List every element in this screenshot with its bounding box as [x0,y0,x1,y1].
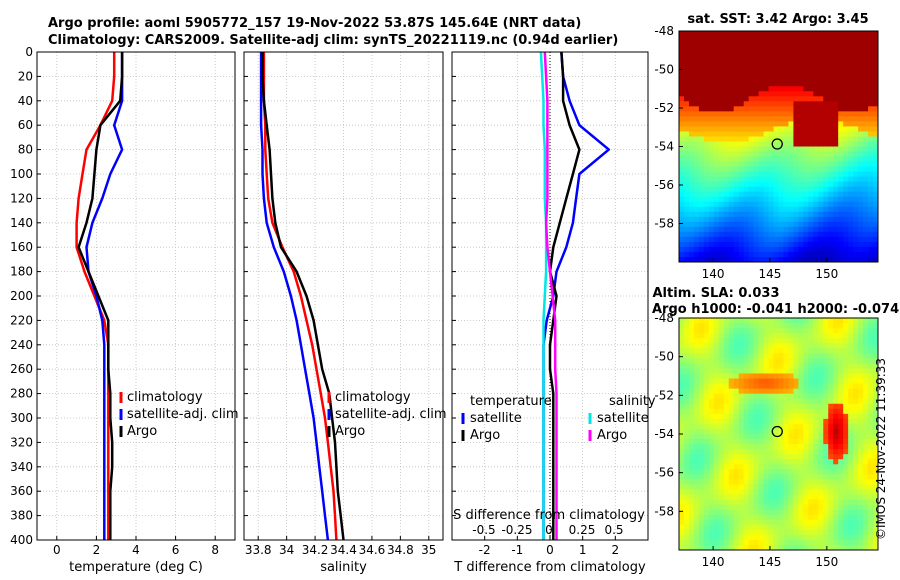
legend-label: climatology [335,390,411,405]
y-tick-label: 160 [10,240,33,254]
legend-label: Argo [597,428,627,443]
legend-label: Argo [335,424,365,439]
legend-title-salinity: salinity [609,394,656,409]
x-tick-label: 2 [612,543,620,557]
x-tick-label: 34.8 [387,543,414,557]
s-tick-label: -0.5 [472,523,495,537]
map-y-tick-label: -54 [654,140,674,154]
y-tick-label: 120 [10,191,33,205]
xlabel-temperature: temperature (deg C) [69,560,203,575]
map-y-tick-label: -58 [654,504,674,518]
map-y-tick-label: -48 [654,24,674,38]
xlabel-salinity: salinity [320,560,367,575]
legend-label: Argo [470,428,500,443]
series-line-difference-3 [543,51,558,540]
map-y-tick-label: -56 [654,466,674,480]
xlabel-difference: T difference from climatology [453,560,646,575]
map-y-tick-label: -56 [654,178,674,192]
map-x-tick-label: 140 [702,267,725,281]
x-tick-label: 2 [93,543,101,557]
x-tick-label: 34.2 [302,543,329,557]
y-tick-label: 280 [10,387,33,401]
x-tick-label: 0 [546,543,554,557]
figure-title-line1: Argo profile: aoml 5905772_157 19-Nov-20… [48,16,582,31]
map-y-tick-label: -50 [654,63,674,77]
y-tick-label: 340 [10,460,33,474]
x-tick-label: 35 [421,543,436,557]
series-line-temperature-1 [85,52,124,540]
s-tick-label: 0.5 [604,523,623,537]
x-tick-label: 0 [53,543,61,557]
y-tick-label: 60 [18,118,33,132]
y-tick-label: 240 [10,338,33,352]
argo-position-marker [771,425,783,438]
map-y-tick-label: -58 [654,217,674,231]
x-tick-label: -2 [479,543,491,557]
x-tick-label: 6 [172,543,180,557]
y-tick-label: 100 [10,167,33,181]
y-tick-label: 0 [25,45,33,59]
legend-label: climatology [127,390,203,405]
x-tick-label: 1 [579,543,587,557]
legend-label: Argo [127,424,157,439]
y-tick-label: 140 [10,216,33,230]
x-tick-label: 34 [279,543,294,557]
y-tick-label: 380 [10,509,33,523]
legend-label: satellite [470,411,522,426]
s-tick-label: 0.25 [569,523,596,537]
s-tick-label: -0.25 [501,523,532,537]
series-line-temperature-0 [75,52,116,540]
y-tick-label: 20 [18,69,33,83]
y-tick-label: 40 [18,94,33,108]
map-x-tick-label: 145 [759,555,782,569]
y-tick-label: 400 [10,533,33,547]
series-line-salinity-1 [259,52,330,541]
sla-map-subtitle: Argo h1000: -0.041 h2000: -0.074 [652,302,899,317]
series-line-temperature-2 [77,52,124,540]
map-x-tick-label: 150 [815,555,838,569]
sla_map-image [679,318,878,550]
argo-position-marker [771,138,783,150]
sst-map-title: sat. SST: 3.42 Argo: 3.45 [687,12,868,27]
x-tick-label: 34.4 [330,543,357,557]
x-tick-label: -1 [511,543,523,557]
x-tick-label: 34.6 [359,543,386,557]
map-y-tick-label: -52 [654,101,674,115]
map-y-tick-label: -54 [654,427,674,441]
series-line-difference-1 [548,51,581,540]
timestamp-stamp: ©IMOS 24-Nov-2022 11:39:33 [874,357,888,540]
y-tick-label: 360 [10,484,33,498]
sst_map-image [679,31,878,262]
x-tick-label: 4 [132,543,140,557]
x-tick-label: 33.8 [245,543,272,557]
legend-title-temperature: temperature [470,394,552,409]
map-y-tick-label: -50 [654,350,674,364]
series-line-salinity-0 [262,52,338,541]
figure-title-line2: Climatology: CARS2009. Satellite-adj cli… [48,33,619,48]
y-tick-label: 180 [10,265,33,279]
y-tick-label: 220 [10,313,33,327]
legend-label: satellite-adj. clim [335,407,447,422]
x-tick-label: 8 [211,543,219,557]
legend-label: satellite-adj. clim [127,407,239,422]
y-tick-label: 200 [10,289,33,303]
series-line-salinity-2 [261,52,345,541]
series-line-difference-2 [539,51,548,540]
xlabel-s-difference: S difference from climatology [453,508,645,523]
map-y-tick-label: -52 [654,388,674,402]
map-y-tick-label: -48 [654,311,674,325]
map-x-tick-label: 150 [815,267,838,281]
sla-map-title: Altim. SLA: 0.033 [653,286,780,301]
y-tick-label: 300 [10,411,33,425]
map-x-tick-label: 145 [759,267,782,281]
map-x-tick-label: 140 [702,555,725,569]
y-tick-label: 260 [10,362,33,376]
y-tick-label: 320 [10,435,33,449]
s-tick-label: 0 [545,523,553,537]
legend-label: satellite [597,411,649,426]
y-tick-label: 80 [18,143,33,157]
